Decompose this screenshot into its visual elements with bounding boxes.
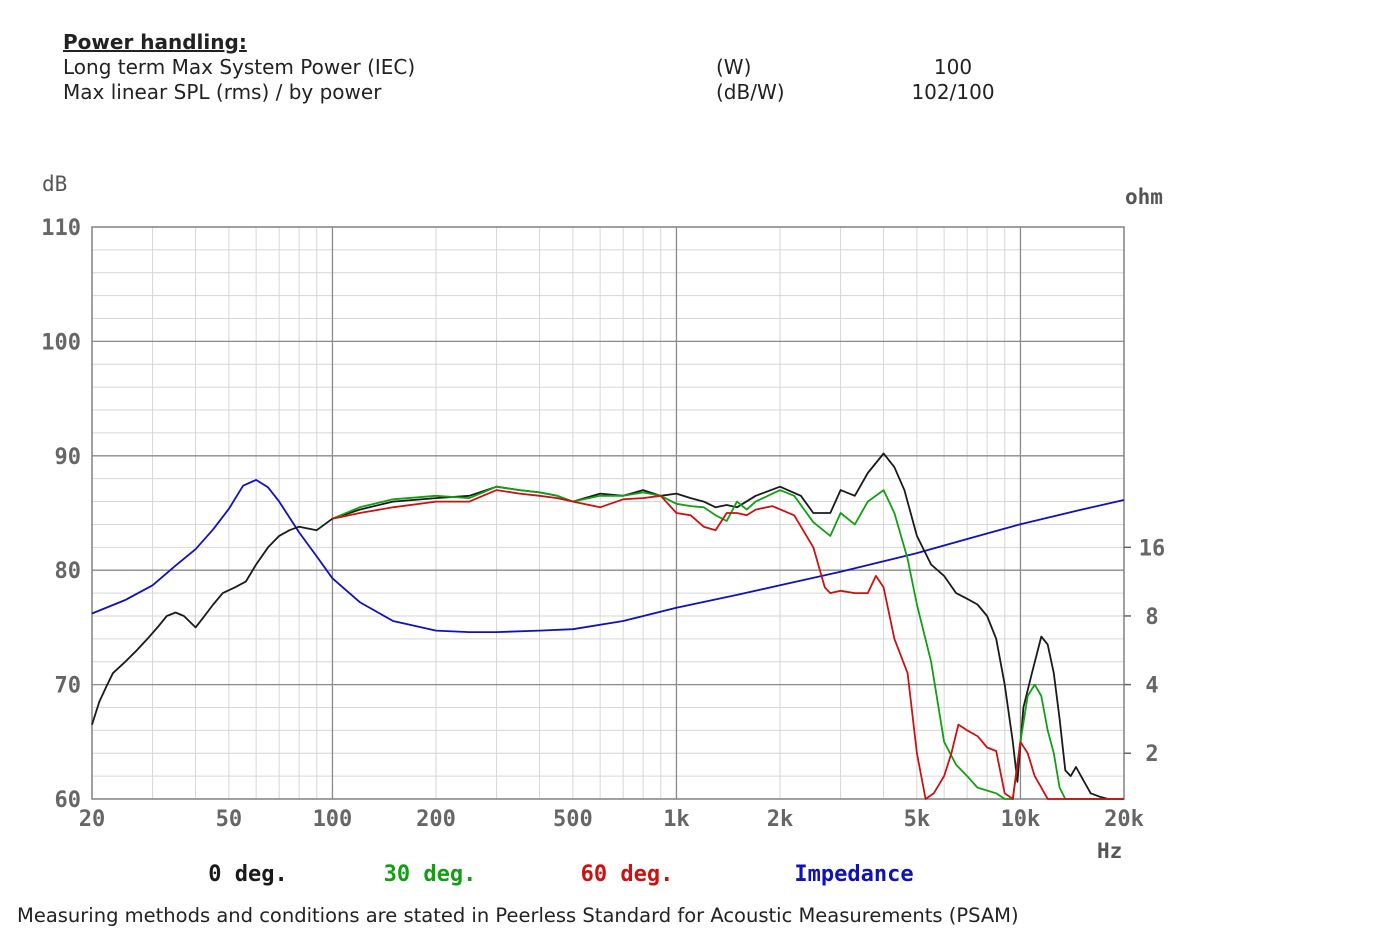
legend-item: 0 deg. [208, 862, 287, 887]
spec-label: Long term Max System Power (IEC) [63, 55, 416, 79]
spec-unit: (dB/W) [716, 80, 785, 104]
y-tick-label: 100 [41, 330, 81, 355]
legend-item: 60 deg. [581, 862, 674, 887]
legend-item: 30 deg. [384, 862, 477, 887]
legend: 0 deg. 30 deg. 60 deg. Impedance [208, 862, 913, 887]
x-tick-label: 2k [767, 807, 794, 832]
y-tick-label: 110 [41, 216, 81, 241]
plot-frame [91, 226, 1125, 800]
x-tick-label: 20k [1104, 807, 1144, 832]
x-tick-label: 1k [663, 807, 690, 832]
spec-value: 102/100 [911, 80, 995, 104]
x-tick-label: 10k [1001, 807, 1041, 832]
x-tick-label: 200 [416, 807, 456, 832]
spec-row-max-power: Long term Max System Power (IEC) (W) 100 [63, 55, 972, 80]
spec-unit: (W) [716, 55, 752, 79]
y-tick-label: 90 [55, 445, 82, 470]
y-axis-label: dB [42, 172, 67, 196]
power-handling-heading: Power handling: [63, 30, 247, 54]
curve-30-deg [332, 485, 1124, 800]
y-tick-label: 80 [55, 559, 82, 584]
x-tick-label: 500 [553, 807, 593, 832]
spec-label: Max linear SPL (rms) / by power [63, 80, 382, 104]
x-axis-label: Hz [1097, 839, 1122, 863]
curve-impedance [91, 478, 1125, 633]
x-tick-label: 20 [79, 807, 106, 832]
y2-tick-label: 4 [1145, 674, 1158, 699]
legend-item: Impedance [794, 862, 913, 887]
x-tick-labels: 20 50 100 200 500 1k 2k 5k 10k 20k [79, 807, 1144, 832]
power-handling-table: Power handling: Long term Max System Pow… [63, 30, 995, 105]
y2-tick-label: 16 [1139, 536, 1166, 561]
y2-tick-label: 2 [1145, 742, 1158, 767]
y-tick-label: 70 [55, 674, 82, 699]
y2-axis-label: ohm [1125, 185, 1163, 209]
spec-value: 100 [933, 55, 973, 79]
y-tick-label: 60 [55, 788, 82, 813]
y-tick-labels: 60 70 80 90 100 110 [41, 216, 81, 813]
curve-0-deg [91, 452, 1124, 800]
x-tick-label: 50 [216, 807, 243, 832]
x-tick-label: 100 [313, 807, 353, 832]
curves [91, 452, 1125, 800]
x-tick-label: 5k [904, 807, 931, 832]
y2-tick-label: 8 [1145, 605, 1158, 630]
chart-grid [92, 227, 1124, 799]
curve-60-deg [332, 489, 1124, 800]
frequency-response-chart: 20 50 100 200 500 1k 2k 5k 10k 20k 60 70 80 90 100 110… [41, 172, 1165, 887]
y2-tick-labels: 2 4 8 16 [1124, 536, 1165, 767]
spec-row-max-spl: Max linear SPL (rms) / by power (dB/W) 1… [63, 80, 995, 105]
footer-note: Measuring methods and conditions are sta… [17, 904, 1019, 927]
